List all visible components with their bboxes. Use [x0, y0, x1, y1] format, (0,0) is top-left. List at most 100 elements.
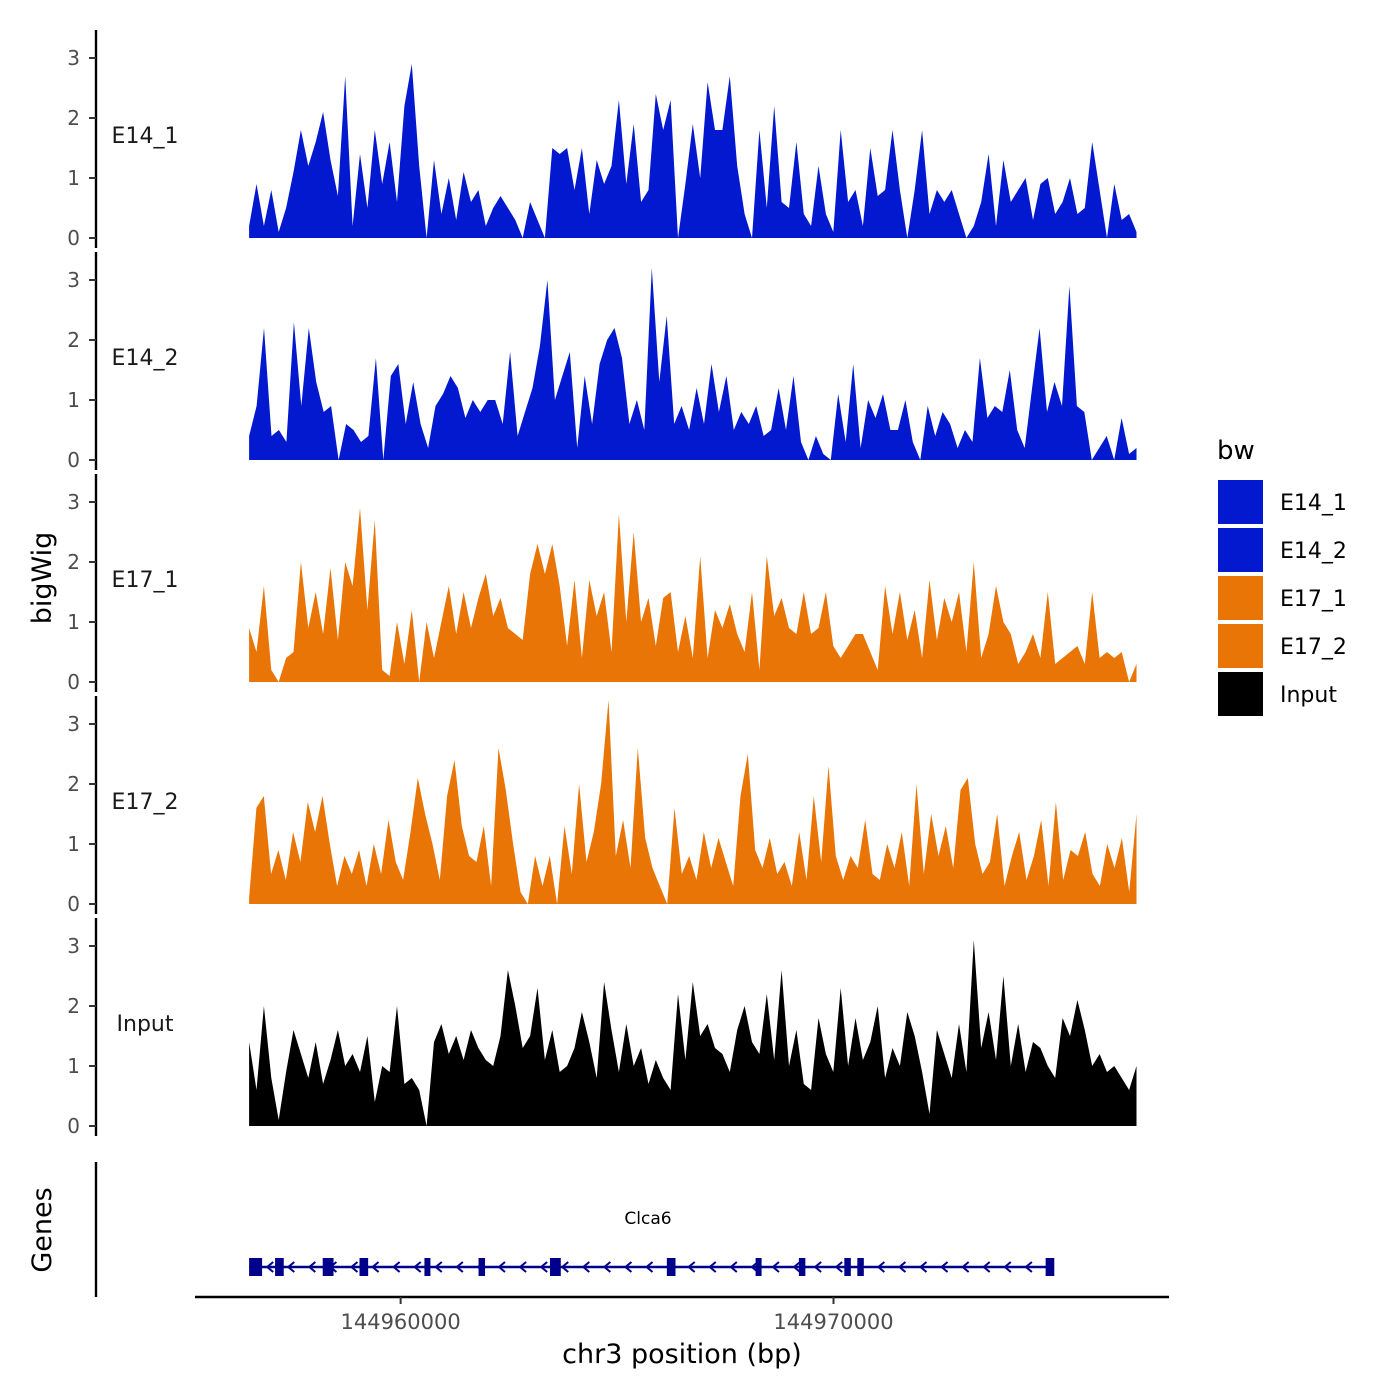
exon: [322, 1258, 334, 1276]
legend-label: Input: [1280, 683, 1337, 708]
legend-label: E14_1: [1280, 491, 1347, 516]
strand-chevron: [581, 1261, 590, 1273]
gene-track-panel: Clca6: [94, 1162, 1055, 1297]
track-label-e14-2: E14_2: [112, 346, 179, 371]
strand-chevron: [876, 1261, 885, 1273]
legend-label: E17_1: [1280, 587, 1347, 612]
y-tick-label: 1: [67, 166, 80, 190]
track-label-e14-1: E14_1: [112, 124, 179, 149]
strand-chevron: [1024, 1261, 1033, 1273]
track-label-input: Input: [117, 1012, 174, 1037]
legend-entry-input: Input: [1218, 672, 1337, 716]
y-tick-label: 2: [67, 328, 80, 352]
y-tick-label: 0: [67, 892, 80, 916]
strand-chevron: [413, 1261, 422, 1273]
track-e17-2: 0 1 2 3 E17_2: [67, 696, 1137, 916]
strand-chevron: [623, 1261, 633, 1273]
exon: [857, 1258, 864, 1276]
gene-name-label: Clca6: [624, 1209, 671, 1229]
area-e14-1: [249, 64, 1137, 238]
track-e17-1: 0 1 2 3 E17_1: [67, 474, 1137, 694]
legend-entry-e17-2: E17_2: [1218, 624, 1347, 668]
exon: [844, 1258, 851, 1276]
exon: [478, 1258, 486, 1276]
strand-chevron: [539, 1261, 548, 1273]
strand-chevron: [961, 1261, 970, 1273]
exon: [549, 1258, 561, 1276]
strand-chevron: [644, 1261, 654, 1273]
y-tick-label: 0: [67, 1114, 80, 1138]
strand-chevron: [982, 1261, 991, 1273]
exon: [359, 1258, 369, 1276]
legend-swatch: [1218, 624, 1263, 668]
track-label-e17-1: E17_1: [112, 568, 179, 593]
exon: [275, 1258, 284, 1276]
exon: [666, 1258, 676, 1276]
exon: [249, 1258, 263, 1276]
track-e14-1: 0 1 2 3 E14_1: [67, 30, 1137, 250]
genes-axis-title: Genes: [27, 1187, 58, 1272]
strand-chevron: [1003, 1261, 1012, 1273]
strand-chevron: [392, 1261, 401, 1273]
gene-model: [249, 1258, 1055, 1276]
track-label-e17-2: E17_2: [112, 790, 179, 815]
strand-chevron: [349, 1261, 359, 1273]
exon: [798, 1258, 806, 1276]
legend-swatch: [1218, 672, 1263, 716]
y-axis-title: bigWig: [27, 532, 58, 625]
strand-chevron: [813, 1261, 822, 1273]
area-e17-2: [249, 700, 1137, 904]
y-tick-label: 3: [67, 712, 80, 736]
strand-chevron: [834, 1261, 843, 1273]
y-tick-label: 3: [67, 490, 80, 514]
legend-swatch: [1218, 528, 1263, 572]
exon: [1045, 1258, 1055, 1276]
strand-chevron: [497, 1261, 506, 1273]
y-tick-label: 0: [67, 226, 80, 250]
y-tick-label: 0: [67, 448, 80, 472]
y-tick-label: 3: [67, 934, 80, 958]
y-tick-label: 0: [67, 670, 80, 694]
strand-chevron: [286, 1261, 295, 1273]
y-tick-label: 1: [67, 1054, 80, 1078]
strand-chevron: [265, 1261, 274, 1273]
legend-entry-e17-1: E17_1: [1218, 576, 1347, 620]
strand-chevron: [307, 1261, 316, 1273]
strand-chevron: [708, 1261, 717, 1273]
strand-chevron: [434, 1261, 443, 1273]
strand-chevron: [455, 1261, 464, 1273]
track-input: 0 1 2 3 Input: [67, 918, 1137, 1138]
strand-chevron: [560, 1261, 569, 1273]
x-axis-title: chr3 position (bp): [562, 1339, 802, 1370]
exon: [755, 1258, 762, 1276]
legend-swatch: [1218, 480, 1263, 524]
strand-chevron: [602, 1261, 612, 1273]
y-tick-label: 2: [67, 772, 80, 796]
area-e17-1: [249, 508, 1137, 682]
y-tick-label: 1: [67, 610, 80, 634]
strand-chevron: [370, 1261, 380, 1273]
strand-chevron: [687, 1261, 696, 1273]
y-tick-label: 3: [67, 46, 80, 70]
strand-chevron: [729, 1261, 738, 1273]
y-tick-label: 1: [67, 832, 80, 856]
y-tick-label: 2: [67, 106, 80, 130]
x-tick-label: 144960000: [340, 1310, 460, 1334]
area-e14-2: [249, 268, 1137, 460]
strand-chevron: [897, 1261, 907, 1273]
y-tick-label: 2: [67, 550, 80, 574]
track-e14-2: 0 1 2 3 E14_2: [67, 252, 1137, 472]
legend-label: E14_2: [1280, 539, 1347, 564]
legend-title: bw: [1217, 436, 1255, 466]
legend-entry-e14-1: E14_1: [1218, 480, 1347, 524]
legend-swatch: [1218, 576, 1263, 620]
strand-chevron: [792, 1261, 801, 1273]
legend-label: E17_2: [1280, 635, 1347, 660]
y-tick-label: 1: [67, 388, 80, 412]
x-axis: 144960000 144970000: [195, 1295, 1169, 1334]
y-tick-label: 2: [67, 994, 80, 1018]
legend: bw E14_1 E14_2 E17_1 E17_2 Input: [1217, 436, 1347, 716]
strand-chevron: [918, 1261, 928, 1273]
y-tick-label: 3: [67, 268, 80, 292]
